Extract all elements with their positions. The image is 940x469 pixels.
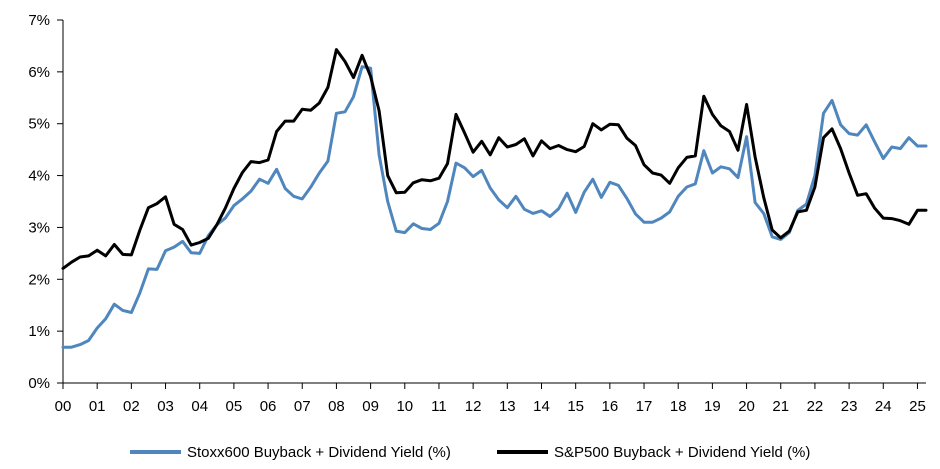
- x-tick-label: 04: [191, 398, 208, 415]
- x-tick-label: 10: [396, 398, 413, 415]
- x-tick-label: 08: [328, 398, 345, 415]
- x-tick-label: 21: [772, 398, 789, 415]
- x-tick-label: 09: [362, 398, 379, 415]
- legend: Stoxx600 Buyback + Dividend Yield (%) S&…: [130, 444, 810, 461]
- y-tick-label: 3%: [28, 219, 50, 236]
- x-tick-label: 06: [260, 398, 277, 415]
- series-line-sp500: [61, 48, 928, 270]
- x-tick-label: 17: [636, 398, 653, 415]
- x-tick-label: 07: [294, 398, 311, 415]
- x-tick-label: 25: [909, 398, 926, 415]
- x-tick-label: 22: [807, 398, 824, 415]
- x-tick-label: 19: [704, 398, 721, 415]
- y-tick-label: 2%: [28, 271, 50, 288]
- x-tick-label: 12: [465, 398, 482, 415]
- x-tick-label: 05: [226, 398, 243, 415]
- legend-label-sp500: S&P500 Buyback + Dividend Yield (%): [554, 444, 810, 461]
- y-tick-label: 6%: [28, 64, 50, 81]
- x-tick-label: 18: [670, 398, 687, 415]
- y-tick-label: 5%: [28, 116, 50, 133]
- x-tick-label: 01: [89, 398, 106, 415]
- series-layer: [61, 48, 928, 349]
- x-tick-label: 03: [157, 398, 174, 415]
- x-tick-label: 11: [431, 398, 447, 415]
- x-tick-label: 13: [499, 398, 516, 415]
- y-tick-label: 1%: [28, 323, 50, 340]
- y-tick-label: 4%: [28, 168, 50, 185]
- y-tick-label: 7%: [28, 12, 50, 29]
- x-tick-label: 23: [841, 398, 858, 415]
- x-tick-label: 14: [533, 398, 550, 415]
- x-tick-label: 16: [602, 398, 619, 415]
- x-tick-label: 02: [123, 398, 140, 415]
- x-tick-label: 15: [567, 398, 584, 415]
- series-line-stoxx600: [61, 65, 928, 349]
- x-tick-label: 00: [55, 398, 72, 415]
- y-tick-label: 0%: [28, 375, 50, 392]
- legend-label-stoxx600: Stoxx600 Buyback + Dividend Yield (%): [187, 444, 451, 461]
- x-axis: 00 01 02 03 04 05 06 07 08 09 10 11 12 13 14 15 16 17 18 19…: [55, 382, 926, 415]
- y-axis: 0% 1% 2% 3% 4% 5% 6% 7%: [28, 12, 64, 392]
- x-tick-label: 24: [875, 398, 892, 415]
- x-tick-label: 20: [738, 398, 755, 415]
